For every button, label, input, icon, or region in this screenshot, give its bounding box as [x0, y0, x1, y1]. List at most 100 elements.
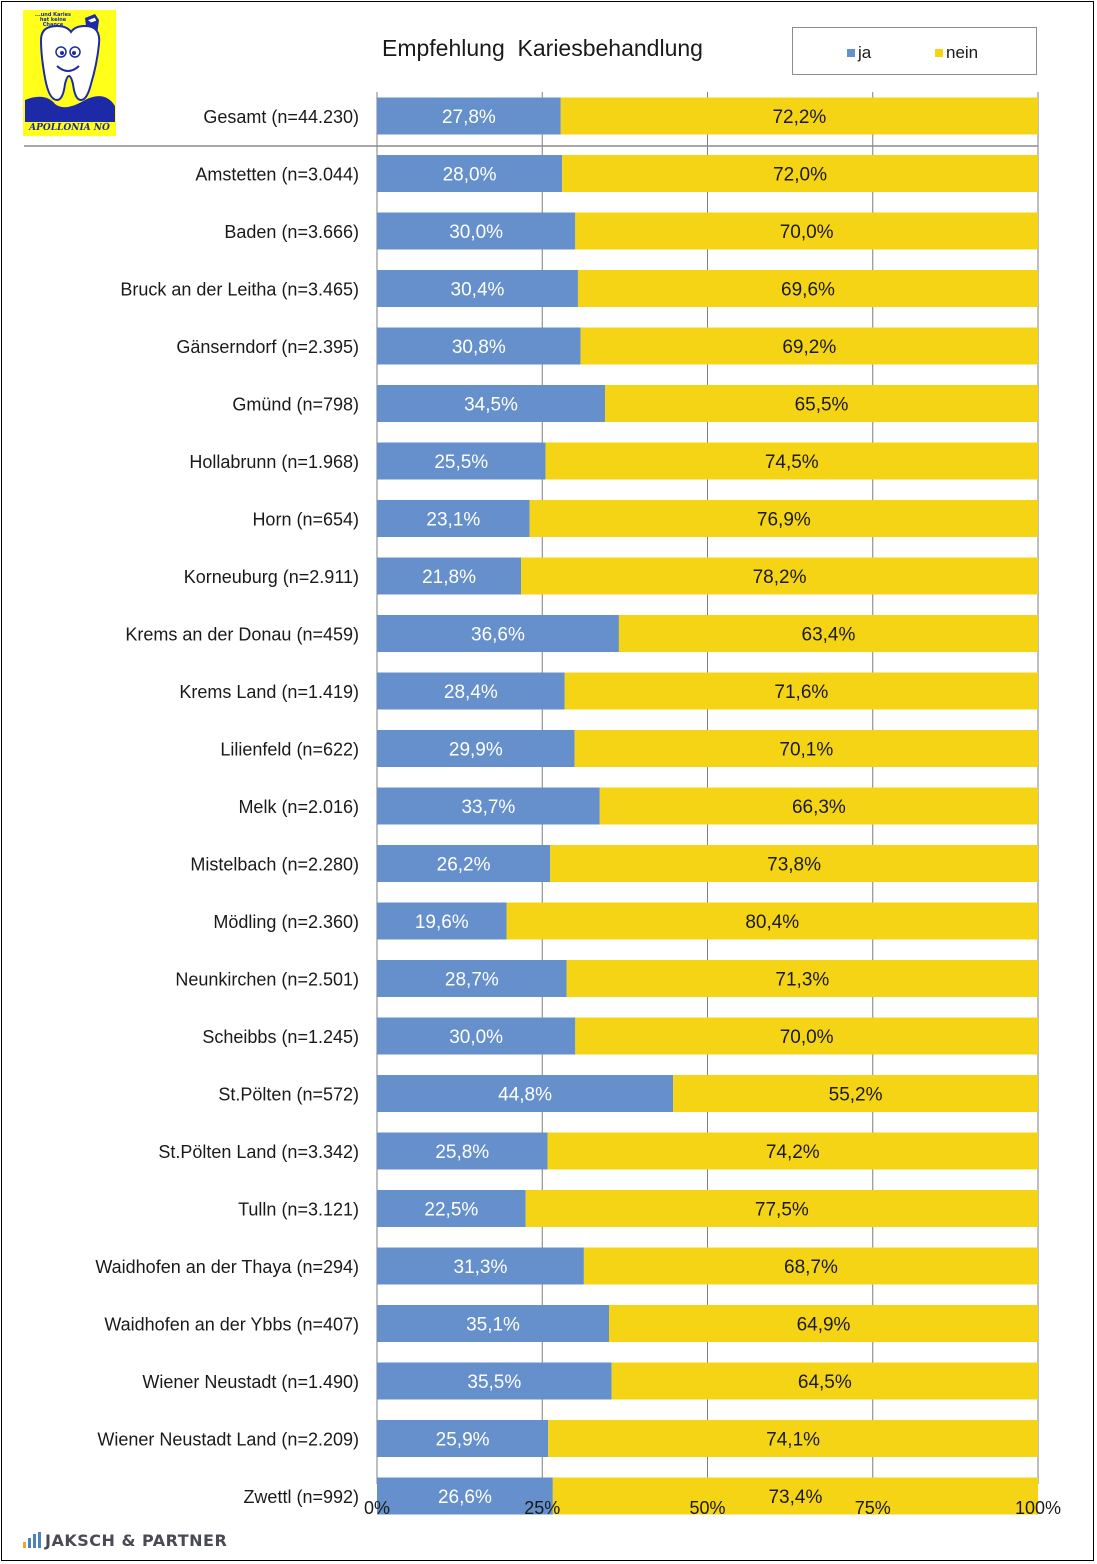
legend-label-ja: ja: [858, 43, 872, 62]
bar-ja: [377, 1132, 548, 1170]
footer-brand: JAKSCH & PARTNER: [45, 1531, 228, 1550]
category-label: St.Pölten Land (n=3.342): [158, 1142, 359, 1162]
bar-chart-icon: [23, 1532, 41, 1548]
x-tick-label: 0%: [364, 1498, 390, 1518]
data-label-ja: 36,6%: [471, 625, 525, 646]
data-label-ja: 33,7%: [461, 797, 515, 818]
data-label-nein: 80,4%: [745, 912, 799, 933]
category-label: Amstetten (n=3.044): [195, 165, 359, 185]
bar-nein: [566, 960, 1038, 997]
data-label-nein: 73,8%: [767, 855, 821, 876]
data-label-ja: 22,5%: [424, 1200, 478, 1221]
bar-ja: [377, 97, 561, 135]
bar-nein: [521, 557, 1038, 595]
bar-ja: [377, 1305, 610, 1342]
bar-nein: [605, 385, 1038, 422]
category-label: Gmünd (n=798): [232, 395, 359, 415]
bar-ja: [377, 845, 551, 882]
data-label-ja: 28,0%: [443, 165, 497, 186]
data-label-nein: 64,9%: [797, 1315, 851, 1336]
bar-nein: [525, 1190, 1038, 1227]
legend-swatch-ja: [847, 49, 855, 57]
logo-slogan: ...und Karies hat keine Chance: [35, 12, 71, 28]
bar-nein: [618, 615, 1038, 652]
bar-ja: [377, 155, 563, 192]
category-label: Waidhofen an der Thaya (n=294): [95, 1257, 359, 1277]
data-label-nein: 74,5%: [765, 452, 819, 473]
legend-label-nein: nein: [946, 43, 979, 62]
category-label: Baden (n=3.666): [224, 222, 359, 242]
bar-ja: [377, 270, 578, 307]
legend-swatch-nein: [935, 49, 943, 57]
category-label: Mödling (n=2.360): [213, 912, 359, 932]
bar-nein: [545, 442, 1038, 480]
bar-ja: [377, 385, 606, 422]
bar-nein: [564, 672, 1038, 710]
data-label-ja: 35,5%: [467, 1372, 521, 1393]
data-label-nein: 70,1%: [779, 740, 833, 761]
category-label: Gänserndorf (n=2.395): [176, 337, 359, 357]
bar-ja: [377, 442, 546, 480]
data-label-nein: 66,3%: [792, 797, 846, 818]
x-tick-label: 25%: [524, 1498, 560, 1518]
bar-nein: [560, 97, 1038, 135]
bar-ja: [377, 672, 565, 710]
bar-ja: [377, 1362, 612, 1400]
data-label-ja: 27,8%: [442, 107, 496, 128]
data-label-ja: 25,8%: [435, 1142, 489, 1163]
data-label-ja: 31,3%: [454, 1257, 508, 1278]
data-label-ja: 25,5%: [434, 452, 488, 473]
bar-nein: [552, 1477, 1038, 1515]
category-label: Bruck an der Leitha (n=3.465): [120, 280, 359, 300]
category-label: Hollabrunn (n=1.968): [189, 452, 359, 472]
category-label: Zwettl (n=992): [243, 1487, 359, 1507]
bar-ja: [377, 615, 619, 652]
bar-ja: [377, 787, 600, 825]
category-label: Neunkirchen (n=2.501): [175, 970, 359, 990]
legend-item-ja: ja: [847, 43, 871, 63]
bar-nein: [575, 1017, 1038, 1055]
data-label-nein: 77,5%: [755, 1200, 809, 1221]
category-label: Gesamt (n=44.230): [203, 107, 359, 127]
bar-ja: [377, 1075, 674, 1112]
data-label-ja: 44,8%: [498, 1085, 552, 1106]
data-label-nein: 70,0%: [780, 222, 834, 243]
category-label: Waidhofen an der Ybbs (n=407): [104, 1315, 359, 1335]
bar-nein: [580, 327, 1038, 365]
category-label: Horn (n=654): [252, 510, 359, 530]
data-label-nein: 55,2%: [829, 1085, 883, 1106]
x-tick-label: 50%: [689, 1498, 725, 1518]
bar-ja: [377, 1477, 553, 1515]
data-label-nein: 73,4%: [768, 1487, 822, 1508]
category-label: Mistelbach (n=2.280): [190, 855, 359, 875]
bar-nein: [599, 787, 1038, 825]
bar-ja: [377, 557, 522, 595]
data-label-nein: 64,5%: [798, 1372, 852, 1393]
bar-nein: [550, 845, 1038, 882]
bar-nein: [673, 1075, 1038, 1112]
bar-nein: [547, 1132, 1038, 1170]
data-label-nein: 65,5%: [795, 395, 849, 416]
category-label: Scheibbs (n=1.245): [202, 1027, 359, 1047]
x-tick-label: 100%: [1015, 1498, 1061, 1518]
data-label-nein: 72,2%: [772, 107, 826, 128]
category-label: Krems an der Donau (n=459): [125, 625, 359, 645]
x-tick-label: 75%: [855, 1498, 891, 1518]
data-label-nein: 78,2%: [753, 567, 807, 588]
data-label-nein: 74,1%: [766, 1430, 820, 1451]
bar-nein: [529, 500, 1038, 537]
data-label-nein: 71,3%: [775, 970, 829, 991]
bar-nein: [609, 1305, 1038, 1342]
data-label-ja: 30,4%: [451, 280, 505, 301]
data-label-ja: 28,7%: [445, 970, 499, 991]
data-label-ja: 25,9%: [436, 1430, 490, 1451]
data-label-ja: 30,0%: [449, 1027, 503, 1048]
chart-title: Empfehlung Kariesbehandlung: [382, 35, 703, 61]
data-label-ja: 23,1%: [426, 510, 480, 531]
tooth-mascot-icon: [25, 14, 115, 122]
data-label-ja: 30,0%: [449, 222, 503, 243]
bar-ja: [377, 1420, 549, 1457]
legend-item-nein: nein: [935, 43, 978, 63]
chart-legend: ja nein: [792, 27, 1037, 75]
